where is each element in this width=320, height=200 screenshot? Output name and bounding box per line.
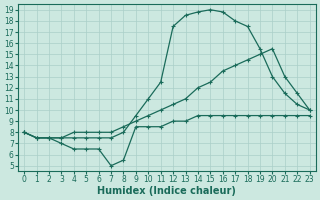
X-axis label: Humidex (Indice chaleur): Humidex (Indice chaleur) — [98, 186, 236, 196]
